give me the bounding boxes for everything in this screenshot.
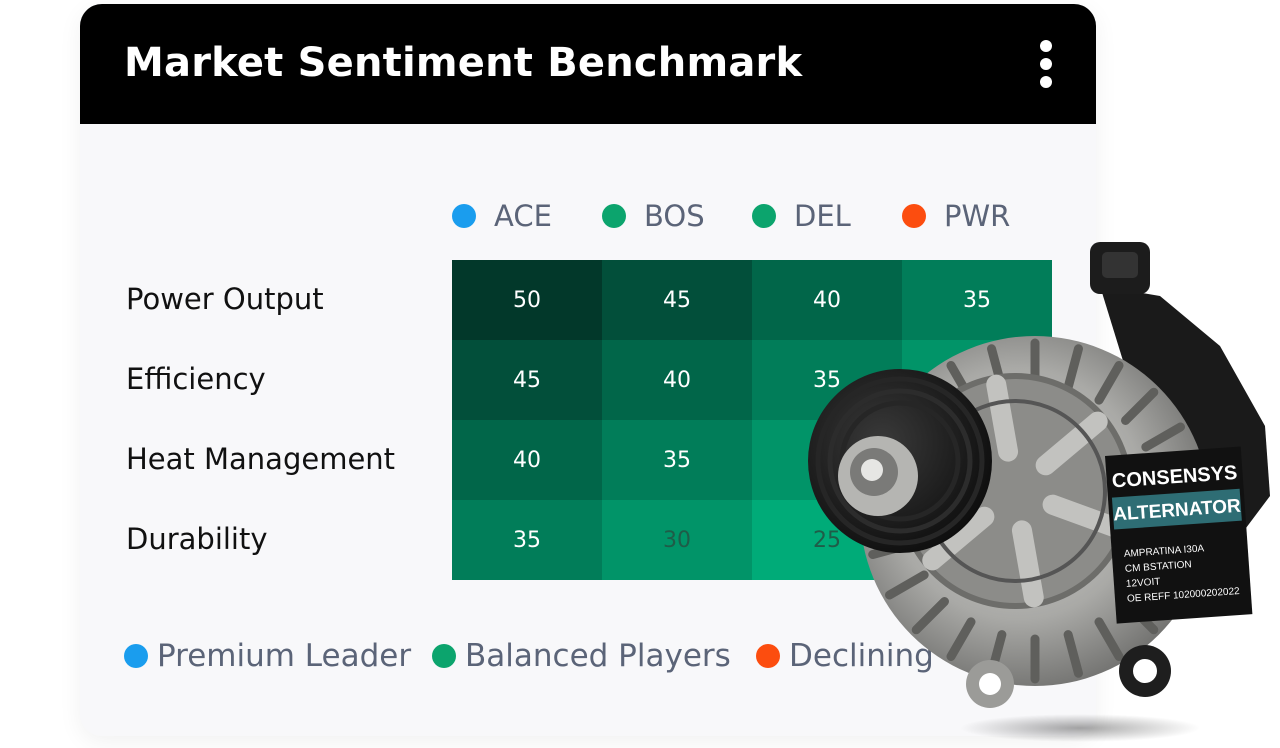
category-legend-item: Premium Leader [124,638,411,674]
row-label: Heat Management [126,442,396,476]
row-label: Durability [126,522,268,556]
legend-label: DEL [794,199,851,233]
row-label: Efficiency [126,362,266,396]
legend-item-bos: BOS [602,199,705,233]
label-line-3: 12VOIT [1126,576,1161,589]
legend-dot [124,644,148,668]
legend-item-del: DEL [752,199,851,233]
heatmap-cell: 35 [602,420,752,500]
heatmap-cell: 50 [452,260,602,340]
heatmap-cell: 40 [752,260,902,340]
heatmap-cell: 40 [602,340,752,420]
alternator-image: CONSENSYS ALTERNATOR AMPRATINA I30A CM B… [808,242,1270,742]
category-legend-item: Balanced Players [432,638,731,674]
heatmap-cell: 35 [452,500,602,580]
heatmap-cell: 40 [452,420,602,500]
legend-dot [752,204,776,228]
label-line-2: CM BSTATION [1125,559,1192,575]
category-legend-item: Declining [756,638,934,674]
legend-label: Balanced Players [465,638,731,674]
legend-label: Premium Leader [157,638,412,674]
heatmap-cell: 45 [452,340,602,420]
legend-dot [756,644,780,668]
legend-item-pwr: PWR [902,199,1010,233]
legend-dot [602,204,626,228]
more-vertical-icon[interactable] [1034,40,1058,88]
legend-dot [902,204,926,228]
legend-label: BOS [644,199,705,233]
chart-title: Market Sentiment Benchmark [124,40,803,86]
heatmap-cell: 30 [602,500,752,580]
legend-dot [452,204,476,228]
legend-label: ACE [494,199,552,233]
card-header: Market Sentiment Benchmark [80,4,1096,124]
legend-item-ace: ACE [452,199,552,233]
heatmap-cell: 35 [902,260,1052,340]
legend-label: Declining [789,638,934,674]
legend-label: PWR [944,199,1011,233]
legend-dot [432,644,456,668]
heatmap-cell: 45 [602,260,752,340]
row-label: Power Output [126,282,324,316]
